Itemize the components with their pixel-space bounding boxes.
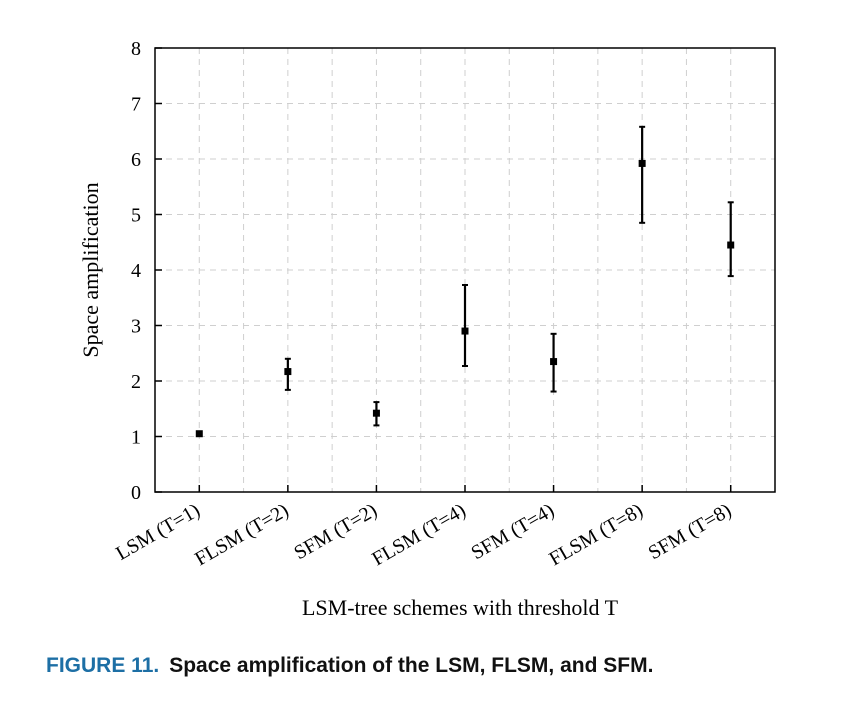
data-point [195, 430, 203, 438]
data-point [284, 368, 292, 376]
data-point [550, 358, 558, 366]
y-tick-label: 8 [131, 38, 141, 60]
y-tick-label: 6 [131, 149, 141, 171]
x-tick-label: SFM (T=8) [645, 499, 736, 564]
grid-lines [155, 48, 775, 492]
data-points [195, 125, 735, 438]
data-point [727, 241, 735, 249]
y-tick-label: 5 [131, 205, 141, 227]
y-tick-label: 4 [131, 260, 141, 282]
data-point [461, 327, 469, 335]
figure-caption: FIGURE 11. Space amplification of the LSM… [46, 654, 653, 678]
x-tick-label: FLSM (T=8) [546, 499, 647, 570]
x-axis-ticks: LSM (T=1)FLSM (T=2)SFM (T=2)FLSM (T=4)SF… [112, 485, 735, 570]
y-axis-ticks: 0 1 2 3 4 5 6 7 8 [131, 38, 162, 504]
y-axis-label: Space amplification [78, 182, 103, 357]
y-tick-label: 7 [131, 94, 141, 116]
x-tick-label: FLSM (T=2) [191, 499, 292, 570]
figure-caption-text: Space amplification of the LSM, FLSM, an… [169, 654, 654, 677]
figure-number: FIGURE 11. [46, 654, 160, 677]
x-tick-label: LSM (T=1) [112, 499, 203, 565]
y-tick-label: 0 [131, 482, 141, 504]
x-tick-label: SFM (T=4) [468, 499, 559, 564]
y-tick-label: 2 [131, 371, 141, 393]
y-tick-label: 1 [131, 427, 141, 449]
data-point [638, 159, 646, 167]
x-axis-label: LSM-tree schemes with threshold T [302, 595, 619, 620]
y-tick-label: 3 [131, 316, 141, 338]
x-tick-label: FLSM (T=4) [368, 499, 469, 570]
x-tick-label: SFM (T=2) [290, 499, 381, 564]
data-point [372, 409, 380, 417]
